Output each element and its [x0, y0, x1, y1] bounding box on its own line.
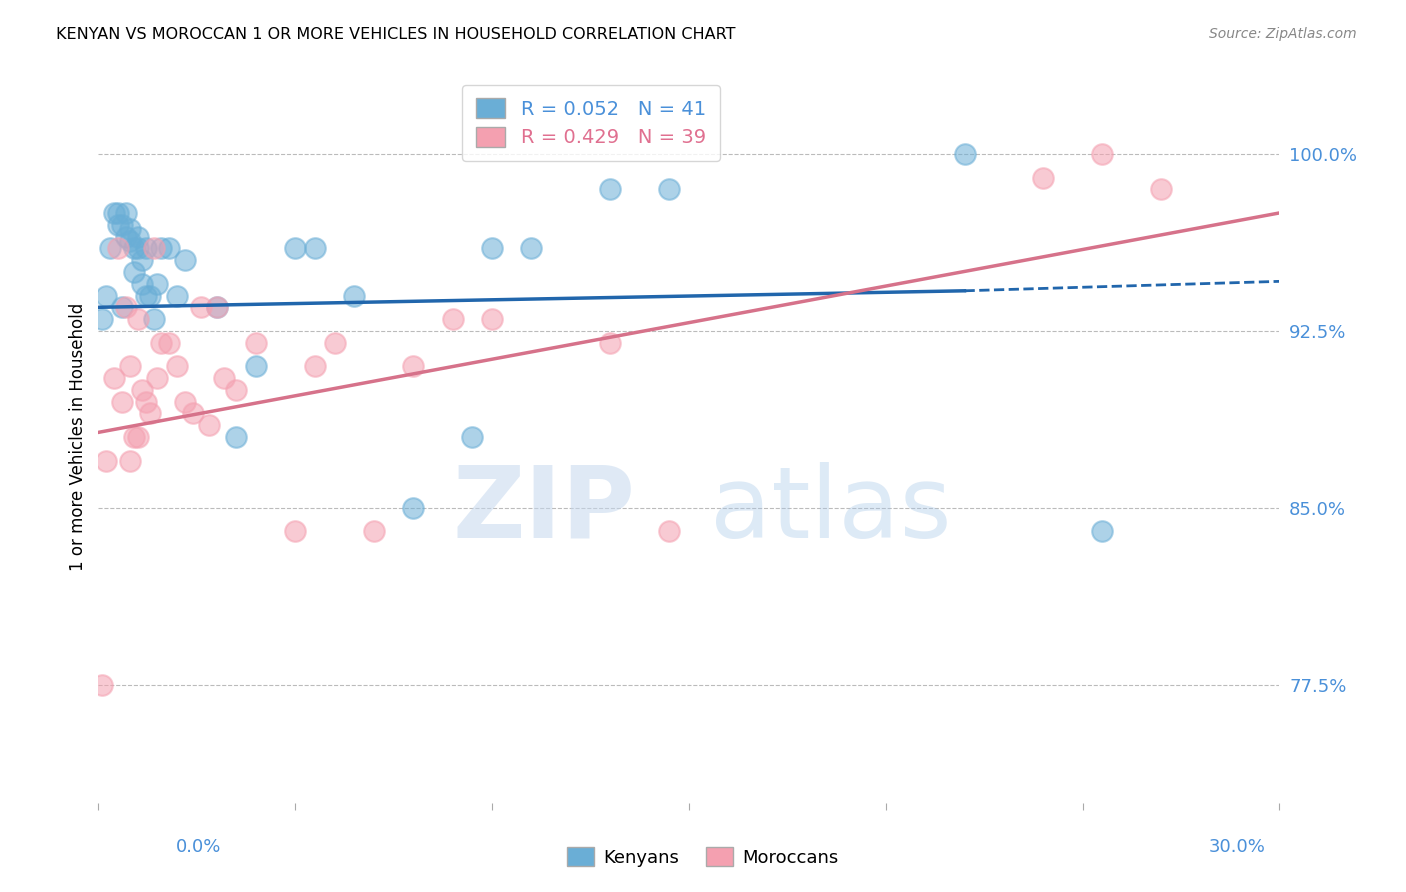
Point — [461, 430, 484, 444]
Point — [481, 241, 503, 255]
Text: 0.0%: 0.0% — [176, 838, 221, 856]
Point — [245, 359, 267, 374]
Point — [225, 383, 247, 397]
Point — [343, 288, 366, 302]
Point — [205, 301, 228, 315]
Point — [135, 288, 157, 302]
Point — [135, 394, 157, 409]
Point — [115, 229, 138, 244]
Point — [363, 524, 385, 539]
Point — [118, 234, 141, 248]
Point — [142, 241, 165, 255]
Point — [146, 371, 169, 385]
Point — [402, 500, 425, 515]
Point — [658, 524, 681, 539]
Point — [96, 288, 118, 302]
Point — [122, 241, 145, 255]
Point — [1091, 524, 1114, 539]
Point — [284, 524, 307, 539]
Point — [115, 301, 138, 315]
Point — [658, 182, 681, 196]
Point — [107, 206, 129, 220]
Point — [103, 371, 125, 385]
Point — [181, 407, 204, 421]
Legend: R = 0.052   N = 41, R = 0.429   N = 39: R = 0.052 N = 41, R = 0.429 N = 39 — [463, 85, 720, 161]
Point — [166, 359, 188, 374]
Point — [225, 430, 247, 444]
Point — [1150, 182, 1173, 196]
Point — [122, 430, 145, 444]
Point — [520, 241, 543, 255]
Point — [127, 430, 149, 444]
Point — [107, 241, 129, 255]
Point — [157, 241, 180, 255]
Point — [111, 218, 134, 232]
Point — [599, 182, 621, 196]
Point — [441, 312, 464, 326]
Point — [91, 678, 114, 692]
Point — [131, 253, 153, 268]
Point — [146, 277, 169, 291]
Point — [138, 288, 160, 302]
Point — [107, 218, 129, 232]
Y-axis label: 1 or more Vehicles in Household: 1 or more Vehicles in Household — [69, 303, 87, 571]
Point — [142, 312, 165, 326]
Point — [131, 277, 153, 291]
Point — [127, 241, 149, 255]
Point — [953, 147, 976, 161]
Point — [91, 312, 114, 326]
Point — [96, 453, 118, 467]
Point — [157, 335, 180, 350]
Point — [599, 335, 621, 350]
Point — [174, 253, 197, 268]
Point — [323, 335, 346, 350]
Point — [245, 335, 267, 350]
Point — [214, 371, 236, 385]
Legend: Kenyans, Moroccans: Kenyans, Moroccans — [560, 840, 846, 874]
Point — [166, 288, 188, 302]
Point — [481, 312, 503, 326]
Point — [111, 394, 134, 409]
Point — [197, 418, 219, 433]
Point — [190, 301, 212, 315]
Point — [127, 229, 149, 244]
Point — [127, 312, 149, 326]
Point — [1032, 170, 1054, 185]
Point — [138, 407, 160, 421]
Point — [150, 335, 173, 350]
Point — [1091, 147, 1114, 161]
Text: KENYAN VS MOROCCAN 1 OR MORE VEHICLES IN HOUSEHOLD CORRELATION CHART: KENYAN VS MOROCCAN 1 OR MORE VEHICLES IN… — [56, 27, 735, 42]
Point — [131, 383, 153, 397]
Point — [122, 265, 145, 279]
Text: atlas: atlas — [710, 462, 952, 558]
Point — [98, 241, 121, 255]
Point — [304, 241, 326, 255]
Point — [284, 241, 307, 255]
Point — [205, 301, 228, 315]
Text: Source: ZipAtlas.com: Source: ZipAtlas.com — [1209, 27, 1357, 41]
Point — [103, 206, 125, 220]
Point — [150, 241, 173, 255]
Point — [174, 394, 197, 409]
Point — [304, 359, 326, 374]
Text: 30.0%: 30.0% — [1209, 838, 1265, 856]
Point — [118, 453, 141, 467]
Point — [115, 206, 138, 220]
Point — [402, 359, 425, 374]
Point — [111, 301, 134, 315]
Point — [135, 241, 157, 255]
Text: ZIP: ZIP — [453, 462, 636, 558]
Point — [118, 222, 141, 236]
Point — [118, 359, 141, 374]
